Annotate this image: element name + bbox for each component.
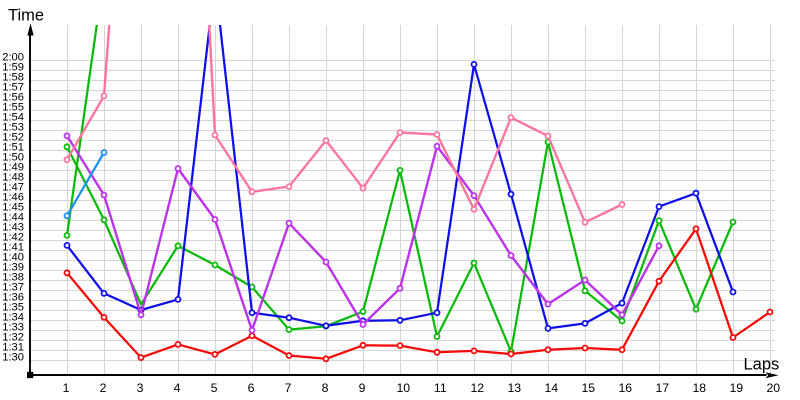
svg-text:1:55: 1:55 (2, 102, 24, 114)
svg-text:1: 1 (63, 381, 70, 395)
svg-text:15: 15 (581, 381, 595, 395)
svg-text:1:52: 1:52 (2, 132, 24, 144)
svg-text:1:49: 1:49 (2, 162, 24, 174)
svg-text:1:32: 1:32 (2, 332, 24, 344)
svg-text:1:39: 1:39 (2, 262, 24, 274)
svg-text:1:54: 1:54 (2, 112, 24, 124)
svg-text:1:31: 1:31 (2, 342, 24, 354)
svg-text:1:50: 1:50 (2, 152, 24, 164)
svg-text:5: 5 (211, 381, 218, 395)
svg-text:1:57: 1:57 (2, 82, 24, 94)
svg-text:12: 12 (470, 381, 484, 395)
svg-text:1:58: 1:58 (2, 72, 24, 84)
svg-text:3: 3 (137, 381, 144, 395)
svg-text:7: 7 (285, 381, 292, 395)
svg-text:1:53: 1:53 (2, 122, 24, 134)
svg-text:1:42: 1:42 (2, 232, 24, 244)
svg-text:1:51: 1:51 (2, 142, 24, 154)
svg-text:9: 9 (359, 381, 366, 395)
svg-text:1:35: 1:35 (2, 302, 24, 314)
svg-text:20: 20 (766, 381, 780, 395)
svg-text:1:43: 1:43 (2, 222, 24, 234)
svg-text:10: 10 (396, 381, 410, 395)
svg-text:1:45: 1:45 (2, 202, 24, 214)
svg-text:18: 18 (692, 381, 706, 395)
svg-text:2: 2 (100, 381, 107, 395)
svg-text:1:48: 1:48 (2, 172, 24, 184)
svg-text:8: 8 (322, 381, 329, 395)
svg-text:16: 16 (618, 381, 632, 395)
svg-text:17: 17 (655, 381, 669, 395)
svg-text:1:33: 1:33 (2, 322, 24, 334)
svg-text:13: 13 (507, 381, 521, 395)
svg-text:1:38: 1:38 (2, 272, 24, 284)
svg-text:14: 14 (544, 381, 558, 395)
svg-text:Time: Time (8, 7, 44, 25)
svg-text:1:47: 1:47 (2, 182, 24, 194)
svg-text:1:59: 1:59 (2, 62, 24, 74)
svg-text:1:46: 1:46 (2, 192, 24, 204)
svg-text:11: 11 (434, 381, 447, 395)
svg-text:Laps: Laps (744, 356, 780, 374)
svg-text:1:41: 1:41 (2, 242, 24, 254)
svg-text:1:40: 1:40 (2, 252, 24, 264)
svg-text:1:30: 1:30 (2, 352, 24, 364)
svg-text:1:36: 1:36 (2, 292, 24, 304)
svg-text:1:34: 1:34 (2, 312, 24, 324)
svg-text:1:56: 1:56 (2, 92, 24, 104)
svg-text:1:44: 1:44 (2, 212, 24, 224)
svg-text:19: 19 (729, 381, 743, 395)
svg-text:1:37: 1:37 (2, 282, 24, 294)
svg-text:2:00: 2:00 (2, 52, 24, 64)
svg-text:6: 6 (248, 381, 255, 395)
svg-text:4: 4 (174, 381, 181, 395)
